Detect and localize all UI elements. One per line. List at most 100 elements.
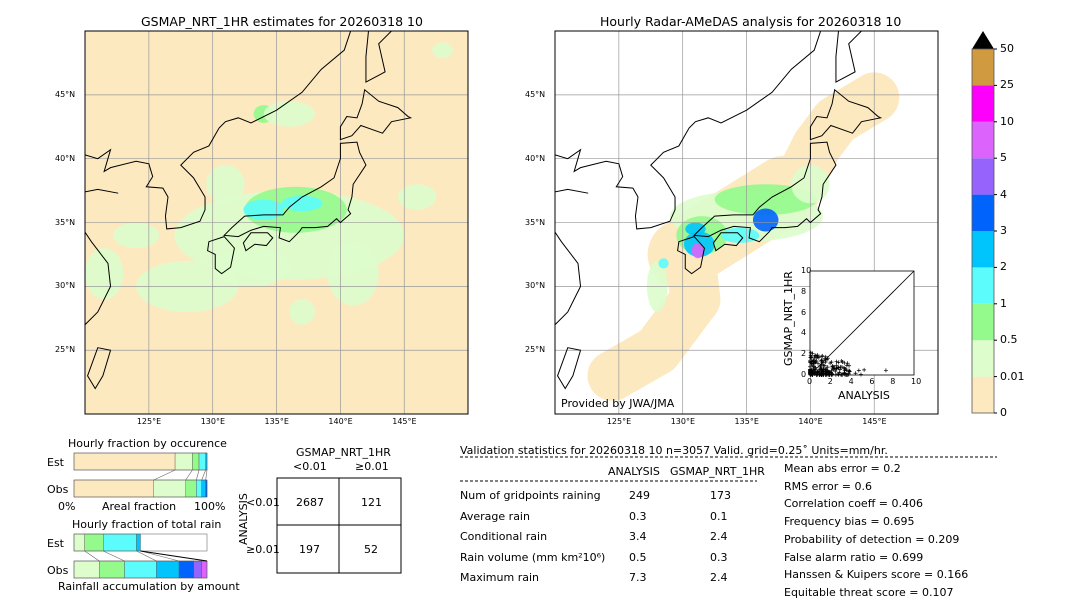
scatter-point (816, 369, 821, 374)
lat-label: 45°N (525, 89, 546, 99)
stats-score: Mean abs error = 0.2 (784, 462, 901, 475)
left-map (84, 30, 469, 415)
rain-area (263, 101, 315, 127)
coastline-kyushu (207, 236, 235, 275)
lon-label: 125°E (136, 417, 162, 426)
ct-cell-tp: 52 (364, 543, 378, 556)
scatter-point (808, 355, 813, 360)
scatter-point (837, 367, 842, 372)
colorbar-label: 0 (1000, 406, 1007, 419)
scatter-xtick: 0 (807, 377, 813, 386)
scatter-point (820, 353, 825, 358)
stats-score: Hanssen & Kuipers score = 0.166 (784, 568, 969, 582)
lon-label: 140°E (328, 417, 353, 426)
scatter-point (842, 360, 847, 365)
rain-area (289, 299, 315, 325)
occurrence-title: Hourly fraction by occurence (68, 437, 227, 450)
total-rain-est-segment (136, 533, 141, 552)
colorbar-segment (972, 85, 994, 122)
stats-score: Equitable threat score = 0.107 (784, 585, 954, 599)
rain-area (691, 242, 705, 259)
total-rain-obs-segment (73, 560, 100, 579)
rain-area (327, 241, 379, 306)
scatter-point (839, 365, 844, 370)
ct-row-ge: ≥0.01 (246, 543, 280, 556)
rain-area (212, 248, 290, 287)
colorbar-segment (972, 376, 994, 413)
lat-label: 35°N (55, 217, 76, 227)
tr-est-label: Est (47, 537, 64, 550)
scatter-point (818, 371, 823, 376)
scatter-point (828, 361, 833, 366)
colorbar-segment (972, 303, 994, 341)
colorbar-label: 50 (1000, 42, 1014, 55)
scatter-xlabel: ANALYSIS (838, 389, 890, 402)
scatter-ytick: 10 (801, 266, 812, 275)
stats-row-analysis: 0.3 (629, 509, 647, 523)
colorbar (971, 31, 997, 414)
coastline-taiwan (557, 347, 582, 390)
scatter-point (834, 359, 839, 364)
occurrence-est-segment (198, 452, 206, 471)
rain-area (714, 184, 817, 215)
ct-cell-fp: 121 (361, 496, 382, 509)
total-rain-est-segment (103, 533, 137, 552)
scatter-xtick: 8 (890, 377, 896, 386)
coastline-china (555, 188, 589, 357)
rain-area (658, 258, 669, 269)
scatter-point (823, 367, 828, 372)
scatter-point (816, 355, 821, 360)
colorbar-segment (972, 231, 994, 268)
scatter-point (858, 372, 863, 377)
coastline-mainland (555, 31, 822, 230)
scatter-point (821, 371, 826, 376)
coastline-hokkaido (809, 88, 883, 141)
lat-label: 40°N (55, 153, 76, 163)
ct-col-lt: <0.01 (293, 460, 327, 473)
stats-row-label: Average rain (460, 509, 530, 523)
scatter-point (845, 372, 850, 377)
coastline-kyushu (677, 236, 705, 275)
scatter-point (862, 367, 867, 372)
occurrence-obs-segment (196, 479, 202, 498)
scatter-point (883, 368, 888, 373)
stats-row-analysis: 249 (629, 489, 650, 502)
ct-col-ge: ≥0.01 (355, 460, 389, 473)
occurrence-est-segment (73, 452, 176, 471)
right-map-title: Hourly Radar-AMeDAS analysis for 2026031… (600, 14, 902, 29)
occurrence-obs-segment (201, 479, 206, 498)
stats-col-analysis: ANALYSIS (608, 465, 660, 478)
scatter-point (856, 368, 861, 373)
scatter-point (833, 369, 838, 374)
lat-label: 30°N (525, 281, 546, 291)
stats-score: RMS error = 0.6 (784, 479, 872, 493)
coastline-china (85, 188, 119, 357)
coastline-taiwan (87, 347, 112, 390)
scatter-ytick: 2 (801, 349, 807, 359)
scatter-ytick: 4 (801, 328, 807, 338)
occurrence-obs-segment (73, 479, 155, 498)
scatter-xtick: 10 (911, 377, 922, 386)
stats-row-analysis: 7.3 (629, 571, 647, 584)
scatter-point (808, 350, 813, 355)
scatter-point (809, 368, 814, 373)
colorbar-label: 5 (1000, 151, 1007, 165)
rain-area (113, 222, 160, 249)
total-rain-obs-segment (193, 560, 202, 579)
map-frame (554, 30, 939, 415)
lon-label: 135°E (264, 417, 289, 426)
scatter-point (839, 358, 844, 363)
tr-obs-label: Obs (47, 564, 69, 577)
colorbar-segment (972, 267, 994, 304)
stats-row-label: Maximum rain (460, 571, 539, 584)
rain-area (752, 208, 779, 232)
stats-score: Probability of detection = 0.209 (784, 532, 960, 546)
coastline-sakhalin (835, 31, 863, 83)
rain-area (206, 165, 245, 204)
lat-label: 35°N (525, 217, 546, 227)
stats-score: Frequency bias = 0.695 (784, 515, 915, 529)
ct-cell-tn: 2687 (296, 496, 324, 509)
scatter-point (814, 353, 819, 358)
stats-col-gsmap: GSMAP_NRT_1HR (670, 465, 765, 478)
